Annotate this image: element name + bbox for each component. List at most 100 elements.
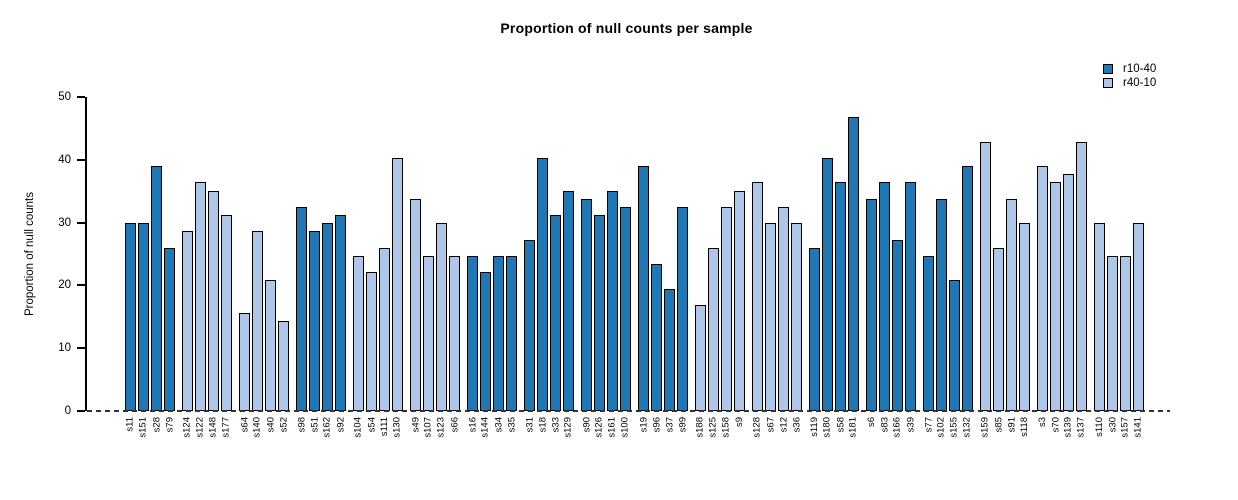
bar-column: s37 bbox=[664, 288, 675, 432]
bar bbox=[664, 288, 675, 411]
bar-column: s11 bbox=[125, 223, 136, 432]
x-tick-label: s51 bbox=[309, 417, 320, 433]
bar-column: s16 bbox=[467, 255, 478, 432]
bar bbox=[322, 223, 333, 411]
bar-column: s98 bbox=[296, 206, 307, 432]
x-tick-label: s110 bbox=[1094, 417, 1105, 437]
x-tick-label: s139 bbox=[1063, 417, 1074, 438]
plot-area: 0 10 20 30 40 50 s11 s151 s28 s79 s124 s122 s148 s17… bbox=[58, 91, 1170, 438]
bar bbox=[638, 166, 649, 411]
x-tick-label: s118 bbox=[1019, 417, 1030, 437]
x-tick-label: s102 bbox=[936, 417, 947, 438]
bar-column: s180 bbox=[822, 157, 833, 438]
bar bbox=[765, 223, 776, 411]
bar-column: s128 bbox=[752, 182, 763, 438]
bar-column: s151 bbox=[138, 223, 149, 438]
bar bbox=[677, 206, 688, 411]
x-tick-label: s33 bbox=[550, 417, 561, 433]
legend: r10-40 r40-10 bbox=[1103, 62, 1156, 90]
bar-column: s35 bbox=[506, 255, 517, 432]
bar-group: s90 s126 s161 s100 bbox=[581, 190, 631, 438]
bar bbox=[962, 166, 973, 411]
x-tick-label: s77 bbox=[923, 417, 934, 433]
x-tick-label: s18 bbox=[537, 417, 548, 433]
bar bbox=[296, 206, 307, 411]
bar-column: s102 bbox=[936, 198, 947, 438]
y-tick-label: 30 bbox=[58, 216, 71, 229]
bar bbox=[563, 190, 574, 411]
bar-group: s128 s67 s12 s36 bbox=[752, 182, 802, 438]
bar bbox=[423, 255, 434, 411]
y-tick bbox=[77, 410, 85, 412]
bar-column: s104 bbox=[353, 255, 364, 438]
bar bbox=[721, 206, 732, 411]
bar-column: s19 bbox=[638, 166, 649, 432]
bar-group: s159 s85 s91 s118 bbox=[980, 141, 1030, 438]
x-tick-label: s132 bbox=[962, 417, 973, 438]
legend-item: r40-10 bbox=[1103, 76, 1156, 90]
x-tick-label: s155 bbox=[949, 417, 960, 438]
bar bbox=[923, 255, 934, 411]
bar bbox=[1094, 223, 1105, 411]
x-tick-label: s128 bbox=[752, 417, 763, 438]
bar-column: s34 bbox=[493, 255, 504, 432]
x-tick-label: s79 bbox=[164, 417, 175, 433]
bar-group: s188 s125 s158 s9 bbox=[695, 190, 745, 438]
bar bbox=[550, 215, 561, 411]
bar-column: s70 bbox=[1050, 182, 1061, 432]
x-tick-label: s36 bbox=[791, 417, 802, 433]
bar bbox=[524, 239, 535, 411]
bar bbox=[467, 255, 478, 411]
bar bbox=[1063, 174, 1074, 411]
bar-group: s19 s96 s37 s99 bbox=[638, 166, 688, 432]
bar-column: s110 bbox=[1094, 223, 1105, 437]
bar bbox=[905, 182, 916, 411]
bar-column: s141 bbox=[1133, 223, 1144, 438]
bar bbox=[1107, 255, 1118, 411]
y-tick-label: 0 bbox=[64, 405, 71, 417]
x-tick-label: s159 bbox=[980, 417, 991, 438]
bar bbox=[1120, 255, 1131, 411]
bar bbox=[366, 272, 377, 411]
bar bbox=[537, 157, 548, 411]
x-tick-label: s125 bbox=[708, 417, 719, 438]
x-tick-label: s58 bbox=[835, 417, 846, 433]
x-tick-label: s35 bbox=[506, 417, 517, 433]
x-tick-label: s90 bbox=[581, 417, 592, 433]
bar bbox=[607, 190, 618, 411]
bar-group: s119 s180 s58 s181 bbox=[809, 117, 859, 438]
x-tick-label: s188 bbox=[695, 417, 706, 438]
bar bbox=[1076, 141, 1087, 411]
bar-column: s107 bbox=[423, 255, 434, 438]
bar-column: s130 bbox=[392, 157, 403, 438]
bar bbox=[936, 198, 947, 411]
bar bbox=[221, 215, 232, 411]
x-tick-label: s157 bbox=[1120, 417, 1131, 438]
bar-column: s159 bbox=[980, 141, 991, 438]
x-tick-label: s70 bbox=[1050, 417, 1061, 433]
bar-column: s158 bbox=[721, 206, 732, 438]
bar bbox=[848, 117, 859, 411]
bar-group: s64 s140 s40 s52 bbox=[239, 231, 289, 438]
x-tick-label: s34 bbox=[493, 417, 504, 433]
x-tick-label: s16 bbox=[467, 417, 478, 433]
bar bbox=[195, 182, 206, 411]
bar bbox=[835, 182, 846, 411]
bar bbox=[708, 247, 719, 411]
bar bbox=[949, 280, 960, 411]
bar bbox=[980, 141, 991, 411]
bar bbox=[866, 198, 877, 411]
bar-column: s111 bbox=[379, 247, 390, 436]
bar-column: s155 bbox=[949, 280, 960, 438]
legend-swatch-r10-40 bbox=[1103, 64, 1113, 74]
bar bbox=[892, 239, 903, 411]
bar-column: s9 bbox=[734, 190, 745, 427]
bar-column: s144 bbox=[480, 272, 491, 438]
bar-group: s110 s30 s157 s141 bbox=[1094, 223, 1144, 438]
legend-item: r10-40 bbox=[1103, 62, 1156, 76]
legend-label: r40-10 bbox=[1123, 77, 1157, 89]
x-tick-label: s30 bbox=[1107, 417, 1118, 433]
x-tick-label: s3 bbox=[1037, 417, 1048, 428]
bar-column: s139 bbox=[1063, 174, 1074, 438]
